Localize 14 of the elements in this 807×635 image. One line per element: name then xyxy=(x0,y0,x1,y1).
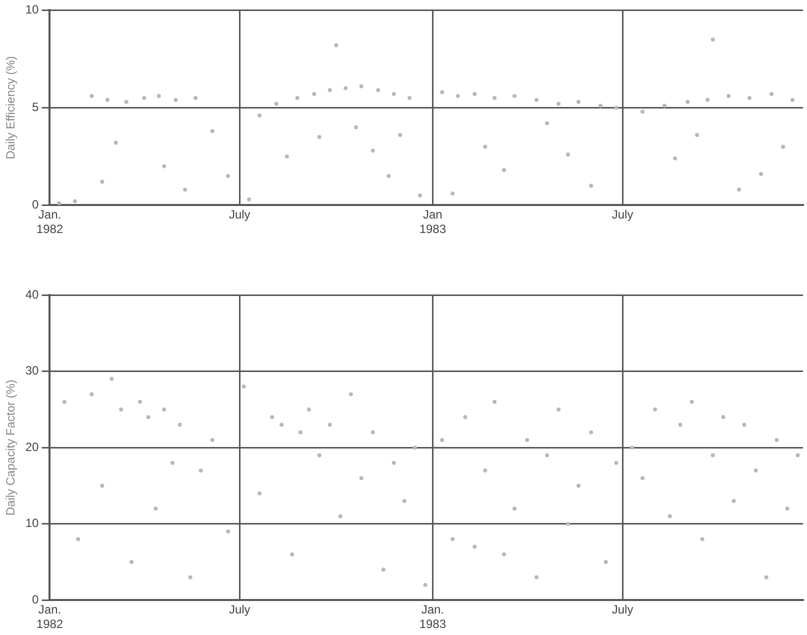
y-axis-title: Daily Capacity Factor (%) xyxy=(4,380,18,516)
y-tick-label: 10 xyxy=(25,2,40,17)
y-axis-title: Daily Efficiency (%) xyxy=(4,56,18,160)
x-tick-label: July xyxy=(228,602,250,617)
y-tick-label: 10 xyxy=(25,516,40,530)
x-tick-label: July xyxy=(612,208,634,222)
x-tick-label: July xyxy=(228,208,250,222)
x-tick-label: Jan. 1983 xyxy=(419,602,446,632)
y-tick-label: 40 xyxy=(25,287,40,302)
y-tick-label: 20 xyxy=(25,440,40,454)
y-tick-label: 30 xyxy=(25,364,40,378)
y-tick-label: 5 xyxy=(32,100,40,114)
x-tick-label: Jan 1983 xyxy=(419,208,446,236)
x-tick-label: July xyxy=(612,602,634,617)
